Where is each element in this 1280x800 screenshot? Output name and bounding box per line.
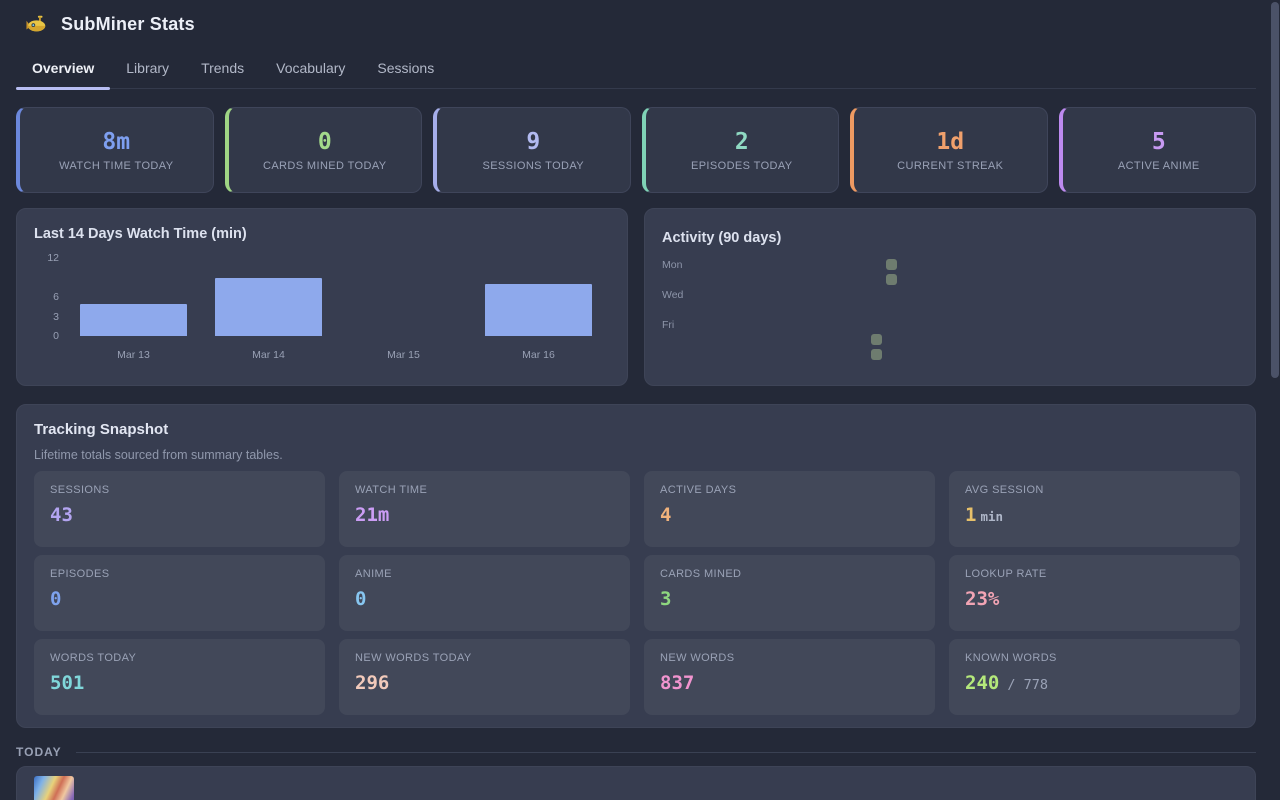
heatmap-active-cell	[871, 334, 882, 345]
tracking-tile-value: 240/ 778	[965, 672, 1048, 694]
stat-card-value: 0	[317, 128, 332, 155]
x-axis-label: Mar 14	[252, 349, 285, 361]
watch-time-bar	[80, 303, 187, 336]
tracking-tile-grid: SESSIONS 43 WATCH TIME 21m ACTIVE DAYS 4 AVG S…	[34, 471, 1240, 715]
vertical-scrollbar-thumb[interactable]	[1271, 2, 1279, 378]
today-section-header: TODAY	[16, 745, 1256, 759]
stat-card: 1d CURRENT STREAK	[850, 107, 1048, 193]
watch-time-bar	[215, 277, 322, 336]
activity-heatmap-panel: Activity (90 days) Mon Wed Fri	[644, 208, 1256, 386]
stat-card-row: 8m WATCH TIME TODAY 0 CARDS MINED TODAY 9 SES…	[16, 107, 1256, 193]
watch-time-chart-panel: Last 14 Days Watch Time (min) 12 6 3 0 Mar 1…	[16, 208, 628, 386]
stat-card-label: ACTIVE ANIME	[1117, 159, 1200, 172]
today-session-card[interactable]	[16, 766, 1256, 800]
heatmap-row-label: Wed	[662, 289, 684, 301]
tracking-snapshot-subtitle: Lifetime totals sourced from summary tab…	[34, 448, 283, 462]
tracking-tile-value: 43	[50, 504, 73, 526]
stat-card-label: WATCH TIME TODAY	[59, 159, 174, 172]
tracking-tile-label: WORDS TODAY	[50, 652, 137, 664]
stat-card-value: 1d	[936, 128, 965, 155]
stat-card-value: 9	[526, 128, 541, 155]
tab-sessions[interactable]: Sessions	[377, 60, 435, 76]
tracking-tile-label: ACTIVE DAYS	[660, 484, 737, 496]
heatmap-active-cell	[886, 259, 897, 270]
tracking-tile-value: 0	[50, 588, 62, 610]
tab-trends[interactable]: Trends	[201, 60, 245, 76]
stat-card: 9 SESSIONS TODAY	[433, 107, 631, 193]
tracking-tile: CARDS MINED 3	[644, 555, 935, 631]
stat-card: 8m WATCH TIME TODAY	[16, 107, 214, 193]
page-title: SubMiner Stats	[61, 13, 195, 34]
tracking-tile-label: LOOKUP RATE	[965, 568, 1047, 580]
tracking-tile: ACTIVE DAYS 4	[644, 471, 935, 547]
tracking-tile-label: EPISODES	[50, 568, 110, 580]
heatmap-row-label: Mon	[662, 259, 683, 271]
tracking-tile-value: 501	[50, 672, 85, 694]
tracking-snapshot-title: Tracking Snapshot	[34, 421, 169, 438]
stat-card-value: 5	[1151, 128, 1166, 155]
today-divider	[75, 751, 1256, 753]
y-axis-tick: 3	[53, 310, 59, 323]
tracking-tile-value: 21m	[355, 504, 390, 526]
tracking-tile: WATCH TIME 21m	[339, 471, 630, 547]
tracking-tile-value: 1 min	[965, 504, 1004, 526]
heatmap-row-label: Fri	[662, 319, 675, 331]
x-axis-label: Mar 13	[117, 349, 150, 361]
stat-card: 5 ACTIVE ANIME	[1058, 107, 1256, 193]
submarine-icon	[26, 13, 48, 35]
tracking-tile: EPISODES 0	[34, 555, 325, 631]
stat-card-label: CARDS MINED TODAY	[262, 159, 387, 172]
stat-card: 2 EPISODES TODAY	[641, 107, 839, 193]
tracking-tile-label: SESSIONS	[50, 484, 110, 496]
tracking-tile-value: 296	[355, 672, 390, 694]
tracking-tile-value: 23%	[965, 588, 1000, 610]
y-axis-tick: 12	[47, 252, 59, 264]
tracking-tile-label: CARDS MINED	[660, 568, 742, 580]
stat-card-value: 2	[734, 128, 749, 155]
tracking-tile: LOOKUP RATE 23%	[949, 555, 1240, 631]
app-header: SubMiner Stats	[26, 13, 195, 35]
tracking-tile: ANIME 0	[339, 555, 630, 631]
y-axis-tick: 6	[53, 291, 59, 303]
tracking-tile: NEW WORDS 837	[644, 639, 935, 715]
tracking-tile-value: 3	[660, 588, 672, 610]
tracking-tile: NEW WORDS TODAY 296	[339, 639, 630, 715]
tracking-tile-label: WATCH TIME	[355, 484, 428, 496]
tab-vocabulary[interactable]: Vocabulary	[276, 60, 346, 76]
heatmap-active-cell	[871, 349, 882, 360]
watch-time-bar	[485, 284, 592, 336]
tracking-tile-label: NEW WORDS TODAY	[355, 652, 472, 664]
tab-bar: Overview Library Trends Vocabulary Sessions	[16, 54, 1256, 90]
tracking-tile: WORDS TODAY 501	[34, 639, 325, 715]
activity-heatmap-title: Activity (90 days)	[662, 230, 782, 246]
stat-card-label: CURRENT STREAK	[897, 159, 1004, 172]
tracking-tile-label: AVG SESSION	[965, 484, 1044, 496]
tracking-tile: SESSIONS 43	[34, 471, 325, 547]
tracking-tile: KNOWN WORDS 240/ 778	[949, 639, 1240, 715]
tracking-tile-label: ANIME	[355, 568, 392, 580]
stat-card-label: EPISODES TODAY	[690, 159, 793, 172]
tracking-tile-value: 837	[660, 672, 695, 694]
tracking-tile-label: NEW WORDS	[660, 652, 735, 664]
x-axis-label: Mar 15	[387, 349, 420, 361]
watch-time-chart-title: Last 14 Days Watch Time (min)	[34, 226, 247, 242]
tracking-tile: AVG SESSION 1 min	[949, 471, 1240, 547]
today-label: TODAY	[16, 745, 62, 759]
stat-card: 0 CARDS MINED TODAY	[224, 107, 422, 193]
y-axis-tick: 0	[53, 330, 59, 342]
tracking-tile-label: KNOWN WORDS	[965, 652, 1057, 664]
anime-thumbnail	[34, 776, 74, 800]
tab-overview[interactable]: Overview	[16, 54, 111, 90]
tracking-tile-value: 4	[660, 504, 672, 526]
tab-library[interactable]: Library	[126, 60, 170, 76]
stat-card-value: 8m	[102, 128, 131, 155]
tracking-tile-value: 0	[355, 588, 367, 610]
x-axis-label: Mar 16	[522, 349, 555, 361]
tracking-snapshot-panel: Tracking Snapshot Lifetime totals source…	[16, 404, 1256, 728]
heatmap-active-cell	[886, 274, 897, 285]
stat-card-label: SESSIONS TODAY	[482, 159, 585, 172]
